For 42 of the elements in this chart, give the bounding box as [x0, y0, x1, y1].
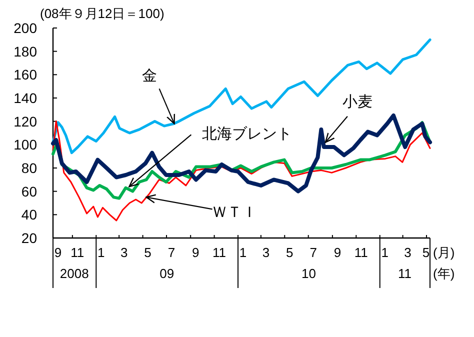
ylabel: (08年９月12日＝100) — [40, 6, 164, 21]
x-tick-label: 5 — [422, 245, 430, 260]
y-tick-label: 180 — [14, 43, 38, 60]
y-tick-label: 80 — [21, 160, 38, 176]
x-tick-label: 9 — [334, 245, 342, 260]
y-tick-label: 200 — [14, 20, 38, 36]
y-tick-label: 60 — [21, 183, 38, 200]
y-tick-label: 140 — [14, 90, 38, 106]
annotation: 金 — [142, 68, 157, 85]
x-tick-label: 11 — [70, 245, 84, 260]
x-tick-label: 9 — [54, 245, 62, 260]
x-tick-label: 7 — [168, 245, 176, 260]
y-tick-label: 120 — [14, 113, 38, 130]
x2-tick-label: 10 — [302, 266, 316, 281]
xlabel: (月) — [433, 245, 455, 260]
x-tick-label: 1 — [381, 245, 388, 260]
x-tick-label: 3 — [262, 245, 270, 260]
x-tick-label: 11 — [354, 245, 368, 260]
annotation: 小麦 — [342, 93, 372, 110]
x-tick-label: 3 — [120, 245, 128, 260]
x-tick-label: 7 — [310, 245, 317, 260]
y-tick-label: 100 — [14, 136, 38, 153]
x2label: (年) — [433, 266, 455, 281]
annotation: 金 — [142, 68, 175, 124]
annotation: 北海ブレント — [128, 126, 292, 188]
y-tick-label: 20 — [21, 230, 38, 246]
x2-tick-label: 2008 — [60, 266, 89, 281]
annotation: 小麦 — [324, 93, 372, 143]
x2-tick-label: 11 — [398, 266, 412, 281]
x-tick-label: 1 — [239, 245, 247, 260]
annotation: ＷＴＩ — [146, 194, 257, 222]
annotation: ＷＴＩ — [212, 204, 257, 222]
x-tick-label: 5 — [286, 245, 294, 260]
annotation: 北海ブレント — [202, 126, 292, 143]
x-tick-label: 3 — [404, 245, 412, 260]
x-tick-label: 9 — [192, 245, 200, 260]
x2-tick-label: 09 — [160, 266, 174, 281]
x-tick-label: 5 — [144, 245, 152, 260]
x-tick-label: 11 — [212, 245, 226, 260]
x-tick-label: 1 — [98, 245, 105, 260]
y-tick-label: 40 — [21, 206, 38, 223]
y-tick-label: 160 — [14, 66, 38, 83]
